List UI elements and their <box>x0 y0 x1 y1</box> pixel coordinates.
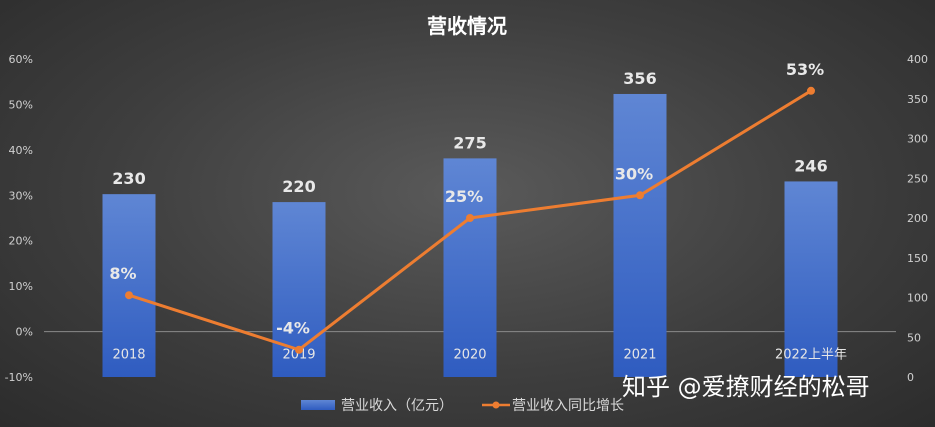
legend-line-marker <box>492 401 500 409</box>
line-point <box>807 86 815 95</box>
line-point <box>125 291 133 300</box>
bar <box>102 194 156 377</box>
right-axis-tick: 100 <box>907 292 928 305</box>
right-axis-tick: 250 <box>907 172 928 185</box>
line-data-label: 8% <box>109 264 136 283</box>
watermark: 知乎 @爱撩财经的松哥 <box>622 373 870 401</box>
right-axis-tick: 200 <box>907 212 928 225</box>
category-labels: 2018 2019 2020 2021 2022上半年 <box>112 348 847 363</box>
left-axis-tick: 50% <box>9 98 33 111</box>
category-label: 2021 <box>623 348 656 363</box>
bar <box>613 93 667 377</box>
bar-data-label: 275 <box>453 133 486 152</box>
line-data-label: 53% <box>786 60 824 79</box>
line-point <box>295 345 303 354</box>
line-point <box>466 214 474 222</box>
legend-line-label: 营业收入同比增长 <box>512 398 624 414</box>
chart-title: 营收情况 <box>427 14 507 38</box>
left-axis-tick: 0% <box>16 326 33 339</box>
bar <box>784 181 838 377</box>
right-axis-tick: 0 <box>907 371 914 384</box>
left-axis-tick: 30% <box>9 189 33 202</box>
left-axis: -10% 0% 10% 20% 30% 40% 50% 60% <box>5 53 33 384</box>
right-axis: 0 50 100 150 200 250 300 350 400 <box>907 53 928 384</box>
line-series: 8% -4% 25% 30% 53% <box>109 60 824 354</box>
legend-bar-swatch <box>301 400 335 410</box>
right-axis-tick: 350 <box>907 93 928 106</box>
line-data-label: -4% <box>276 319 310 338</box>
legend-bar-label: 营业收入（亿元） <box>341 398 453 414</box>
bar-data-label: 246 <box>794 156 827 175</box>
bar <box>443 158 497 377</box>
left-axis-tick: 60% <box>9 53 33 66</box>
left-axis-tick: 10% <box>9 280 33 293</box>
left-axis-tick: 20% <box>9 235 33 248</box>
left-axis-tick: 40% <box>9 144 33 157</box>
bar-series: 230 220 275 356 246 <box>102 69 838 377</box>
right-axis-tick: 150 <box>907 252 928 265</box>
bar-data-label: 356 <box>623 69 656 88</box>
category-label: 2020 <box>453 348 486 363</box>
right-axis-tick: 50 <box>907 331 921 344</box>
right-axis-tick: 300 <box>907 133 928 146</box>
left-axis-tick: -10% <box>5 371 33 384</box>
category-label: 2019 <box>282 348 315 363</box>
line-point <box>636 191 644 200</box>
category-label: 2018 <box>112 348 145 363</box>
category-label: 2022上半年 <box>775 348 847 363</box>
right-axis-tick: 400 <box>907 53 928 66</box>
line-data-label: 30% <box>615 164 653 183</box>
legend: 营业收入（亿元） 营业收入同比增长 <box>301 398 624 414</box>
bar-data-label: 230 <box>112 169 145 188</box>
line-data-label: 25% <box>445 187 483 206</box>
bar-data-label: 220 <box>282 177 315 196</box>
